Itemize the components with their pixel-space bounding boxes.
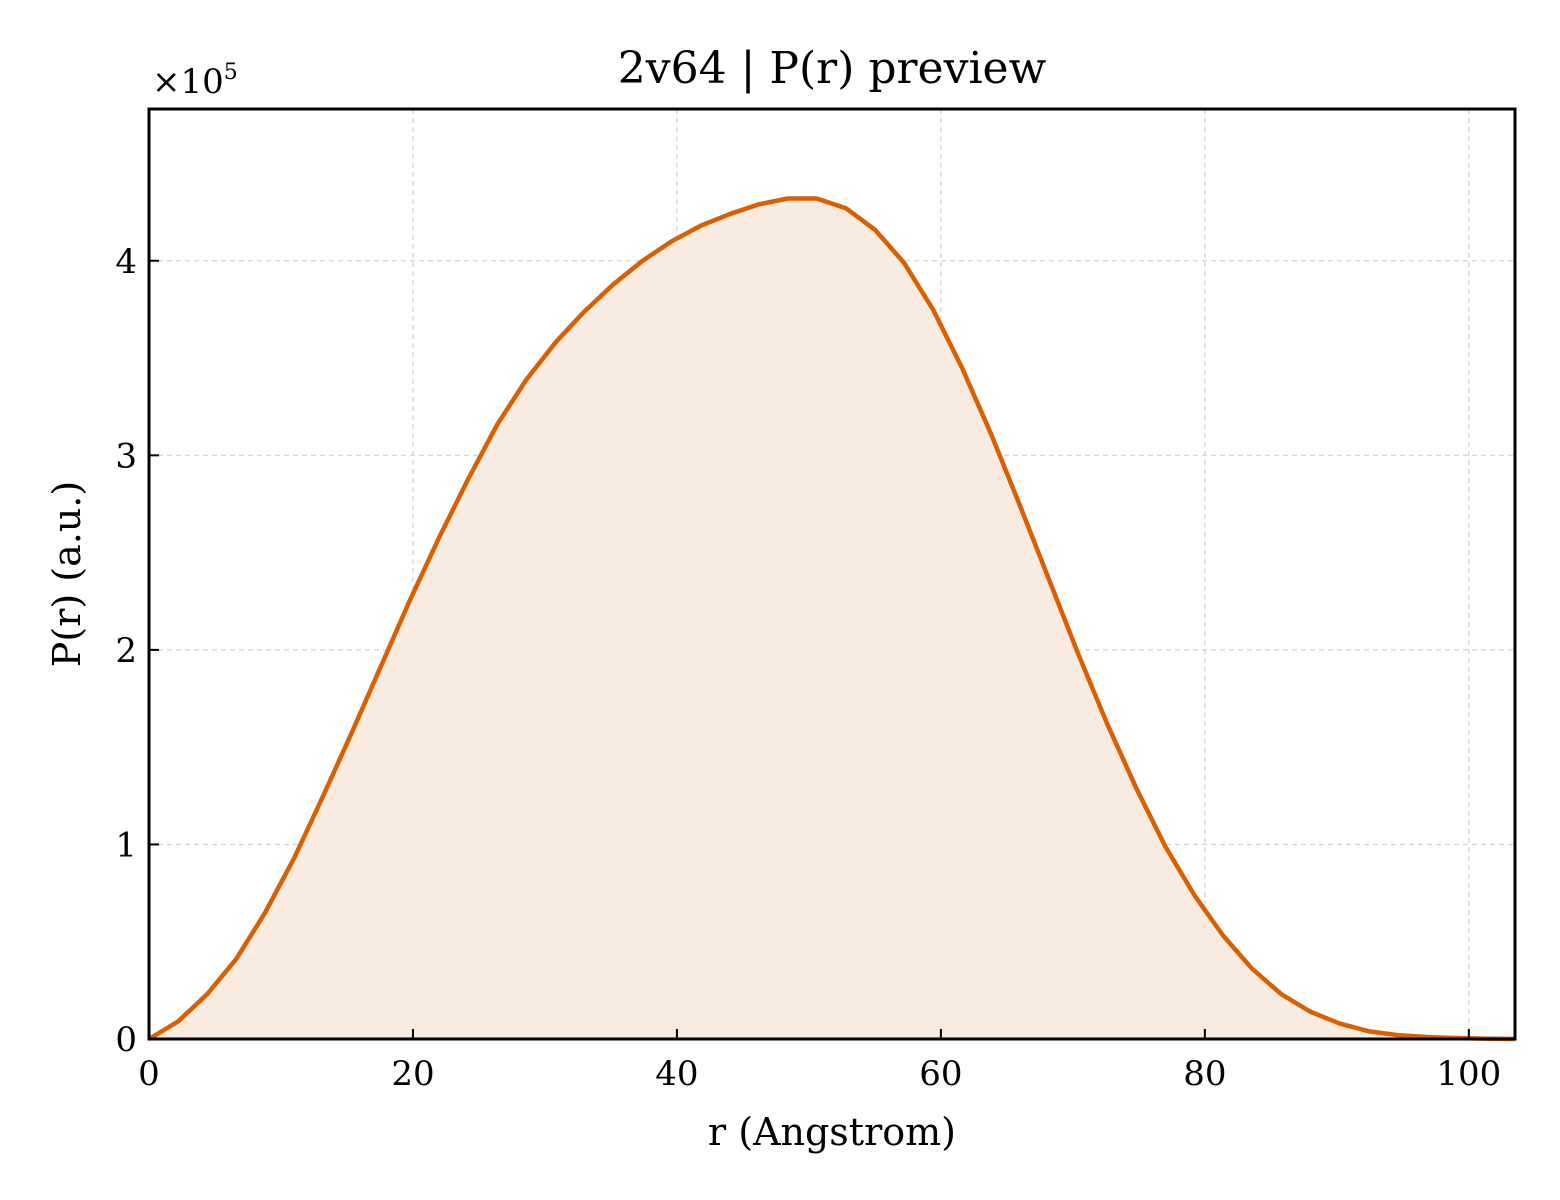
y-axis-label: P(r) (a.u.) [45, 481, 89, 667]
y-tick-label: 3 [115, 436, 137, 476]
y-tick-label: 4 [115, 242, 137, 282]
x-tick-label: 80 [1183, 1054, 1226, 1094]
x-tick-label: 20 [391, 1054, 434, 1094]
axis-ticks: 0 20 40 60 80 100 0 1 2 3 4 [115, 242, 1501, 1094]
y-tick-label: 1 [115, 825, 137, 865]
y-scale-exponent: 5 [224, 60, 238, 85]
pr-area-fill [149, 198, 1515, 1039]
y-tick-label: 0 [115, 1020, 137, 1060]
x-tick-label: 0 [138, 1054, 160, 1094]
x-axis-label: r (Angstrom) [708, 1110, 956, 1154]
chart-title: 2v64 | P(r) preview [618, 43, 1047, 94]
y-scale-offset: ×105 [152, 60, 238, 102]
x-tick-label: 100 [1436, 1054, 1501, 1094]
x-tick-label: 60 [919, 1054, 962, 1094]
y-tick-label: 2 [115, 631, 137, 671]
x-tick-label: 40 [655, 1054, 698, 1094]
pr-curve-line [147, 196, 1516, 1042]
plot-frame [147, 107, 1517, 1041]
y-scale-base: ×10 [152, 62, 224, 102]
